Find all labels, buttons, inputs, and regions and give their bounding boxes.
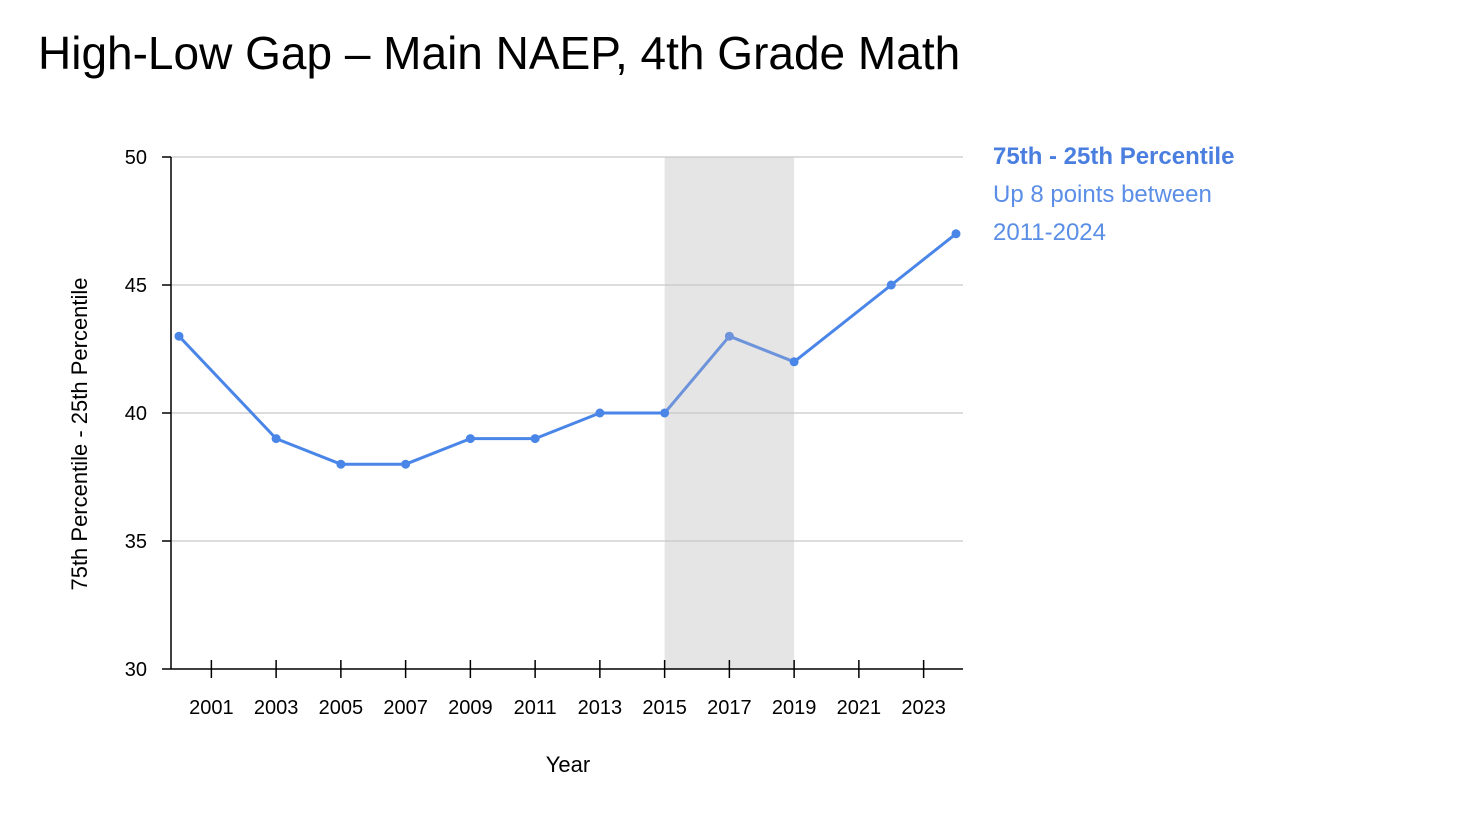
y-tick-label-40: 40 — [125, 403, 147, 425]
series-0-segment-5 — [533, 411, 602, 441]
series-0-segment-9 — [792, 283, 893, 364]
data-point-2022 — [886, 280, 896, 290]
y-tick-label-50: 50 — [125, 147, 147, 169]
x-tick-label-2015: 2015 — [642, 697, 687, 719]
x-tick-label-2013: 2013 — [578, 697, 623, 719]
annotation-box: 75th - 25th Percentile Up 8 points betwe… — [993, 138, 1413, 252]
series-0-segment-8 — [727, 334, 796, 364]
axes-layer — [162, 156, 963, 678]
x-tick-label-2023: 2023 — [901, 697, 946, 719]
data-point-2015 — [660, 408, 670, 418]
data-point-2011 — [530, 434, 540, 444]
gridlines-layer — [171, 156, 963, 542]
x-tick-label-2005: 2005 — [319, 697, 364, 719]
data-point-2003 — [271, 434, 281, 444]
data-point-2019 — [789, 357, 799, 367]
x-tick-label-2021: 2021 — [837, 697, 882, 719]
series-layer — [174, 229, 961, 469]
series-0-segment-0 — [177, 334, 278, 441]
data-point-2013 — [595, 408, 605, 418]
x-tick-label-2007: 2007 — [383, 697, 428, 719]
data-point-2007 — [401, 459, 411, 469]
y-axis-title: 75th Percentile - 25th Percentile — [67, 277, 92, 590]
data-point-2024 — [951, 229, 961, 239]
annotation-heading: 75th - 25th Percentile — [993, 143, 1235, 170]
annotation-line-1: Up 8 points between — [993, 181, 1212, 208]
series-0-segment-10 — [889, 232, 958, 287]
slide-title: High-Low Gap – Main NAEP, 4th Grade Math — [38, 27, 961, 79]
series-0-segment-1 — [274, 437, 343, 466]
tick-labels-layer: 30 35 40 45 50 2001 2003 2005 2007 2009 2011 2013 20… — [125, 147, 946, 719]
x-tick-label-2011: 2011 — [514, 697, 557, 719]
data-point-2005 — [336, 459, 346, 469]
data-point-2009 — [465, 434, 475, 444]
series-0-segment-7 — [663, 334, 731, 415]
x-axis-title: Year — [546, 752, 590, 777]
y-tick-label-45: 45 — [125, 275, 147, 297]
annotation-line-2: 2011-2024 — [993, 219, 1106, 246]
y-tick-label-35: 35 — [125, 531, 147, 553]
x-tick-label-2009: 2009 — [448, 697, 493, 719]
x-tick-label-2017: 2017 — [707, 697, 752, 719]
series-0-segment-3 — [404, 437, 472, 466]
y-tick-label-30: 30 — [125, 659, 147, 681]
data-point-2017 — [724, 331, 734, 341]
x-tick-label-2003: 2003 — [254, 697, 299, 719]
x-tick-label-2001: 2001 — [189, 697, 234, 719]
data-point-2000 — [174, 331, 184, 341]
x-tick-label-2019: 2019 — [772, 697, 817, 719]
